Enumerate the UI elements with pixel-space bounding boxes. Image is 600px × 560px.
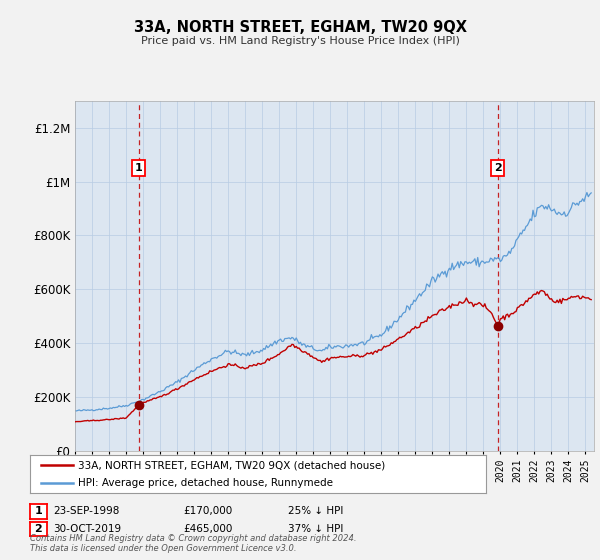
Text: 33A, NORTH STREET, EGHAM, TW20 9QX (detached house): 33A, NORTH STREET, EGHAM, TW20 9QX (deta… <box>78 460 385 470</box>
Text: Contains HM Land Registry data © Crown copyright and database right 2024.
This d: Contains HM Land Registry data © Crown c… <box>30 534 356 553</box>
Text: 2: 2 <box>494 163 502 173</box>
Text: HPI: Average price, detached house, Runnymede: HPI: Average price, detached house, Runn… <box>78 478 333 488</box>
Text: 25% ↓ HPI: 25% ↓ HPI <box>288 506 343 516</box>
Text: 23-SEP-1998: 23-SEP-1998 <box>53 506 119 516</box>
Text: Price paid vs. HM Land Registry's House Price Index (HPI): Price paid vs. HM Land Registry's House … <box>140 36 460 46</box>
Text: £170,000: £170,000 <box>183 506 232 516</box>
Text: 33A, NORTH STREET, EGHAM, TW20 9QX: 33A, NORTH STREET, EGHAM, TW20 9QX <box>133 20 467 35</box>
Text: 1: 1 <box>35 506 42 516</box>
Text: 2: 2 <box>35 524 42 534</box>
Text: 30-OCT-2019: 30-OCT-2019 <box>53 524 121 534</box>
Text: 37% ↓ HPI: 37% ↓ HPI <box>288 524 343 534</box>
Text: 1: 1 <box>135 163 143 173</box>
Text: £465,000: £465,000 <box>183 524 232 534</box>
